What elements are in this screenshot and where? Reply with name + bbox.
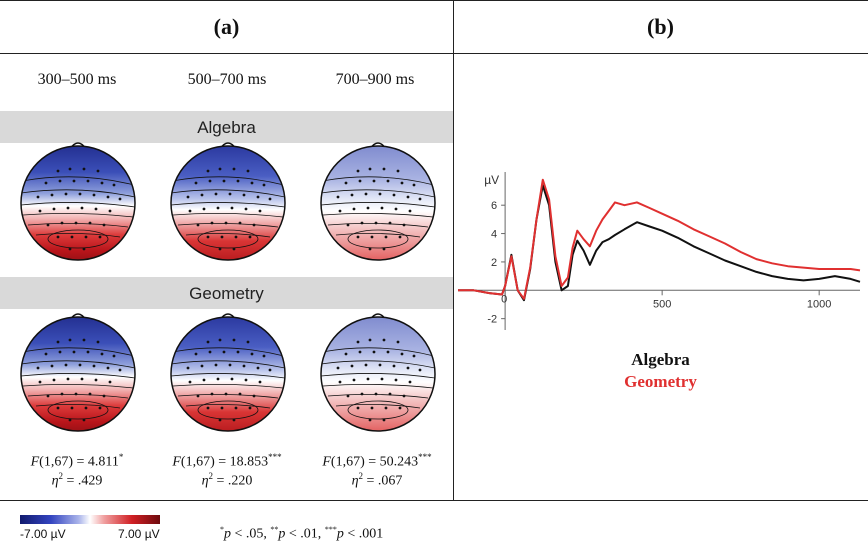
colorbar — [20, 515, 160, 524]
y-tick-label: 6 — [491, 200, 497, 212]
stat-300-500: F(1,67) = 4.811* η2 = .429 — [30, 452, 124, 489]
topomap-geometry-300-500 — [20, 313, 136, 432]
y-axis-label: µV — [484, 173, 499, 187]
legend-algebra: Algebra — [631, 350, 690, 369]
x-tick-label: 500 — [653, 298, 671, 310]
series-line-geometry — [458, 178, 861, 300]
condition-band-geometry: Geometry — [0, 277, 453, 309]
time-window-2: 500–700 ms — [187, 71, 267, 88]
stat-500-700: F(1,67) = 18.853*** η2 = .220 — [172, 452, 282, 489]
erp-chart: 500 1000 0 -2 2 4 6 µV — [458, 172, 861, 330]
table-header-divider — [0, 53, 868, 54]
topomap-geometry-700-900 — [320, 313, 436, 432]
erp-axes: 500 1000 0 -2 2 4 6 µV — [458, 172, 860, 330]
panel-label-a: (a) — [213, 14, 240, 39]
panel-label-b: (b) — [647, 14, 674, 39]
stat-700-900: F(1,67) = 50.243*** η2 = .067 — [322, 452, 432, 489]
y-tick-label: 4 — [491, 229, 497, 241]
time-window-1: 300–500 ms — [37, 71, 117, 88]
time-window-3: 700–900 ms — [335, 71, 415, 88]
legend-geometry: Geometry — [624, 372, 697, 391]
condition-band-algebra: Algebra — [0, 111, 453, 143]
x-tick-label: 1000 — [807, 298, 831, 310]
topomap-geometry-500-700 — [170, 313, 286, 432]
topomap-algebra-500-700 — [170, 142, 286, 261]
topomap-algebra-300-500 — [20, 142, 136, 261]
table-top-border — [0, 0, 868, 1]
colorbar-max-label: 7.00 µV — [118, 527, 160, 541]
significance-note: *p < .05, **p < .01, ***p < .001 — [220, 525, 384, 542]
series-line-algebra — [458, 184, 861, 302]
panel-divider — [453, 0, 454, 500]
colorbar-min-label: -7.00 µV — [20, 527, 66, 541]
table-bottom-border — [0, 500, 868, 501]
erp-lines — [458, 178, 861, 302]
x-tick-label: 0 — [501, 293, 507, 305]
y-tick-label: -2 — [487, 314, 497, 326]
topomap-algebra-700-900 — [320, 142, 436, 261]
y-tick-label: 2 — [491, 257, 497, 269]
